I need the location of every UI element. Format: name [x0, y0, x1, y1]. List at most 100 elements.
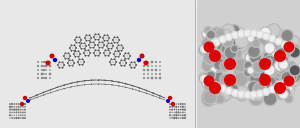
Circle shape: [107, 48, 109, 50]
Circle shape: [17, 117, 20, 119]
Circle shape: [139, 87, 140, 89]
Circle shape: [234, 72, 248, 86]
Circle shape: [274, 28, 283, 37]
Circle shape: [202, 80, 209, 87]
Circle shape: [128, 58, 130, 60]
Circle shape: [202, 93, 215, 106]
Circle shape: [248, 87, 261, 101]
Circle shape: [278, 89, 285, 96]
Circle shape: [43, 61, 45, 63]
Circle shape: [270, 80, 278, 88]
Circle shape: [76, 54, 77, 55]
Circle shape: [112, 39, 114, 41]
Circle shape: [214, 70, 224, 79]
Circle shape: [128, 52, 130, 54]
Circle shape: [64, 58, 66, 60]
Circle shape: [70, 44, 72, 46]
Circle shape: [182, 106, 184, 108]
Circle shape: [173, 103, 175, 105]
Circle shape: [244, 49, 251, 56]
Circle shape: [16, 111, 17, 113]
Circle shape: [226, 84, 237, 94]
Circle shape: [69, 47, 71, 49]
Circle shape: [176, 103, 177, 105]
Circle shape: [266, 83, 272, 89]
Circle shape: [94, 33, 96, 35]
Circle shape: [279, 55, 286, 62]
Circle shape: [248, 63, 259, 74]
Circle shape: [143, 61, 145, 63]
Circle shape: [23, 96, 27, 100]
Circle shape: [94, 39, 96, 41]
Circle shape: [289, 73, 299, 83]
Circle shape: [22, 117, 24, 119]
Circle shape: [229, 71, 240, 82]
Circle shape: [103, 44, 105, 46]
Circle shape: [244, 68, 252, 77]
Circle shape: [37, 73, 39, 75]
Circle shape: [143, 65, 145, 67]
Circle shape: [11, 112, 13, 113]
Circle shape: [20, 109, 22, 110]
Circle shape: [248, 45, 260, 58]
Circle shape: [289, 47, 300, 58]
Circle shape: [77, 85, 79, 86]
Circle shape: [73, 47, 74, 49]
Circle shape: [253, 88, 265, 100]
Circle shape: [84, 42, 85, 44]
Circle shape: [146, 93, 147, 94]
Circle shape: [14, 103, 15, 105]
Circle shape: [182, 117, 184, 119]
Circle shape: [262, 33, 270, 40]
Circle shape: [20, 106, 22, 108]
Circle shape: [22, 106, 24, 108]
Circle shape: [226, 51, 237, 62]
Circle shape: [242, 38, 249, 46]
Circle shape: [24, 114, 26, 116]
Circle shape: [219, 85, 226, 92]
Circle shape: [171, 103, 173, 105]
Circle shape: [236, 89, 248, 101]
Circle shape: [135, 64, 137, 66]
Circle shape: [50, 92, 51, 93]
Circle shape: [262, 88, 270, 95]
Circle shape: [269, 86, 276, 93]
Circle shape: [172, 112, 173, 113]
Circle shape: [79, 64, 80, 66]
Circle shape: [9, 114, 11, 116]
Circle shape: [268, 52, 280, 65]
Circle shape: [184, 108, 186, 111]
Circle shape: [234, 39, 240, 45]
Circle shape: [235, 86, 249, 100]
Circle shape: [220, 40, 230, 49]
Circle shape: [99, 36, 101, 38]
Circle shape: [45, 61, 47, 63]
Circle shape: [256, 90, 263, 97]
Circle shape: [68, 52, 70, 54]
Circle shape: [250, 45, 265, 58]
Circle shape: [84, 48, 85, 50]
Circle shape: [213, 38, 226, 51]
Circle shape: [276, 77, 287, 88]
Circle shape: [16, 106, 17, 108]
Circle shape: [269, 69, 276, 76]
Circle shape: [69, 55, 71, 57]
Circle shape: [85, 49, 86, 51]
Circle shape: [221, 29, 232, 40]
Circle shape: [79, 53, 81, 55]
Circle shape: [182, 103, 184, 105]
Circle shape: [173, 117, 176, 119]
Circle shape: [247, 67, 254, 74]
Circle shape: [115, 56, 116, 58]
Circle shape: [134, 61, 136, 63]
Circle shape: [241, 63, 251, 73]
Circle shape: [130, 67, 132, 69]
Circle shape: [221, 78, 231, 89]
Circle shape: [24, 106, 26, 108]
Circle shape: [281, 88, 290, 98]
Circle shape: [232, 82, 244, 94]
Circle shape: [284, 76, 295, 87]
Circle shape: [24, 103, 26, 105]
Circle shape: [45, 77, 47, 79]
Circle shape: [278, 75, 292, 88]
